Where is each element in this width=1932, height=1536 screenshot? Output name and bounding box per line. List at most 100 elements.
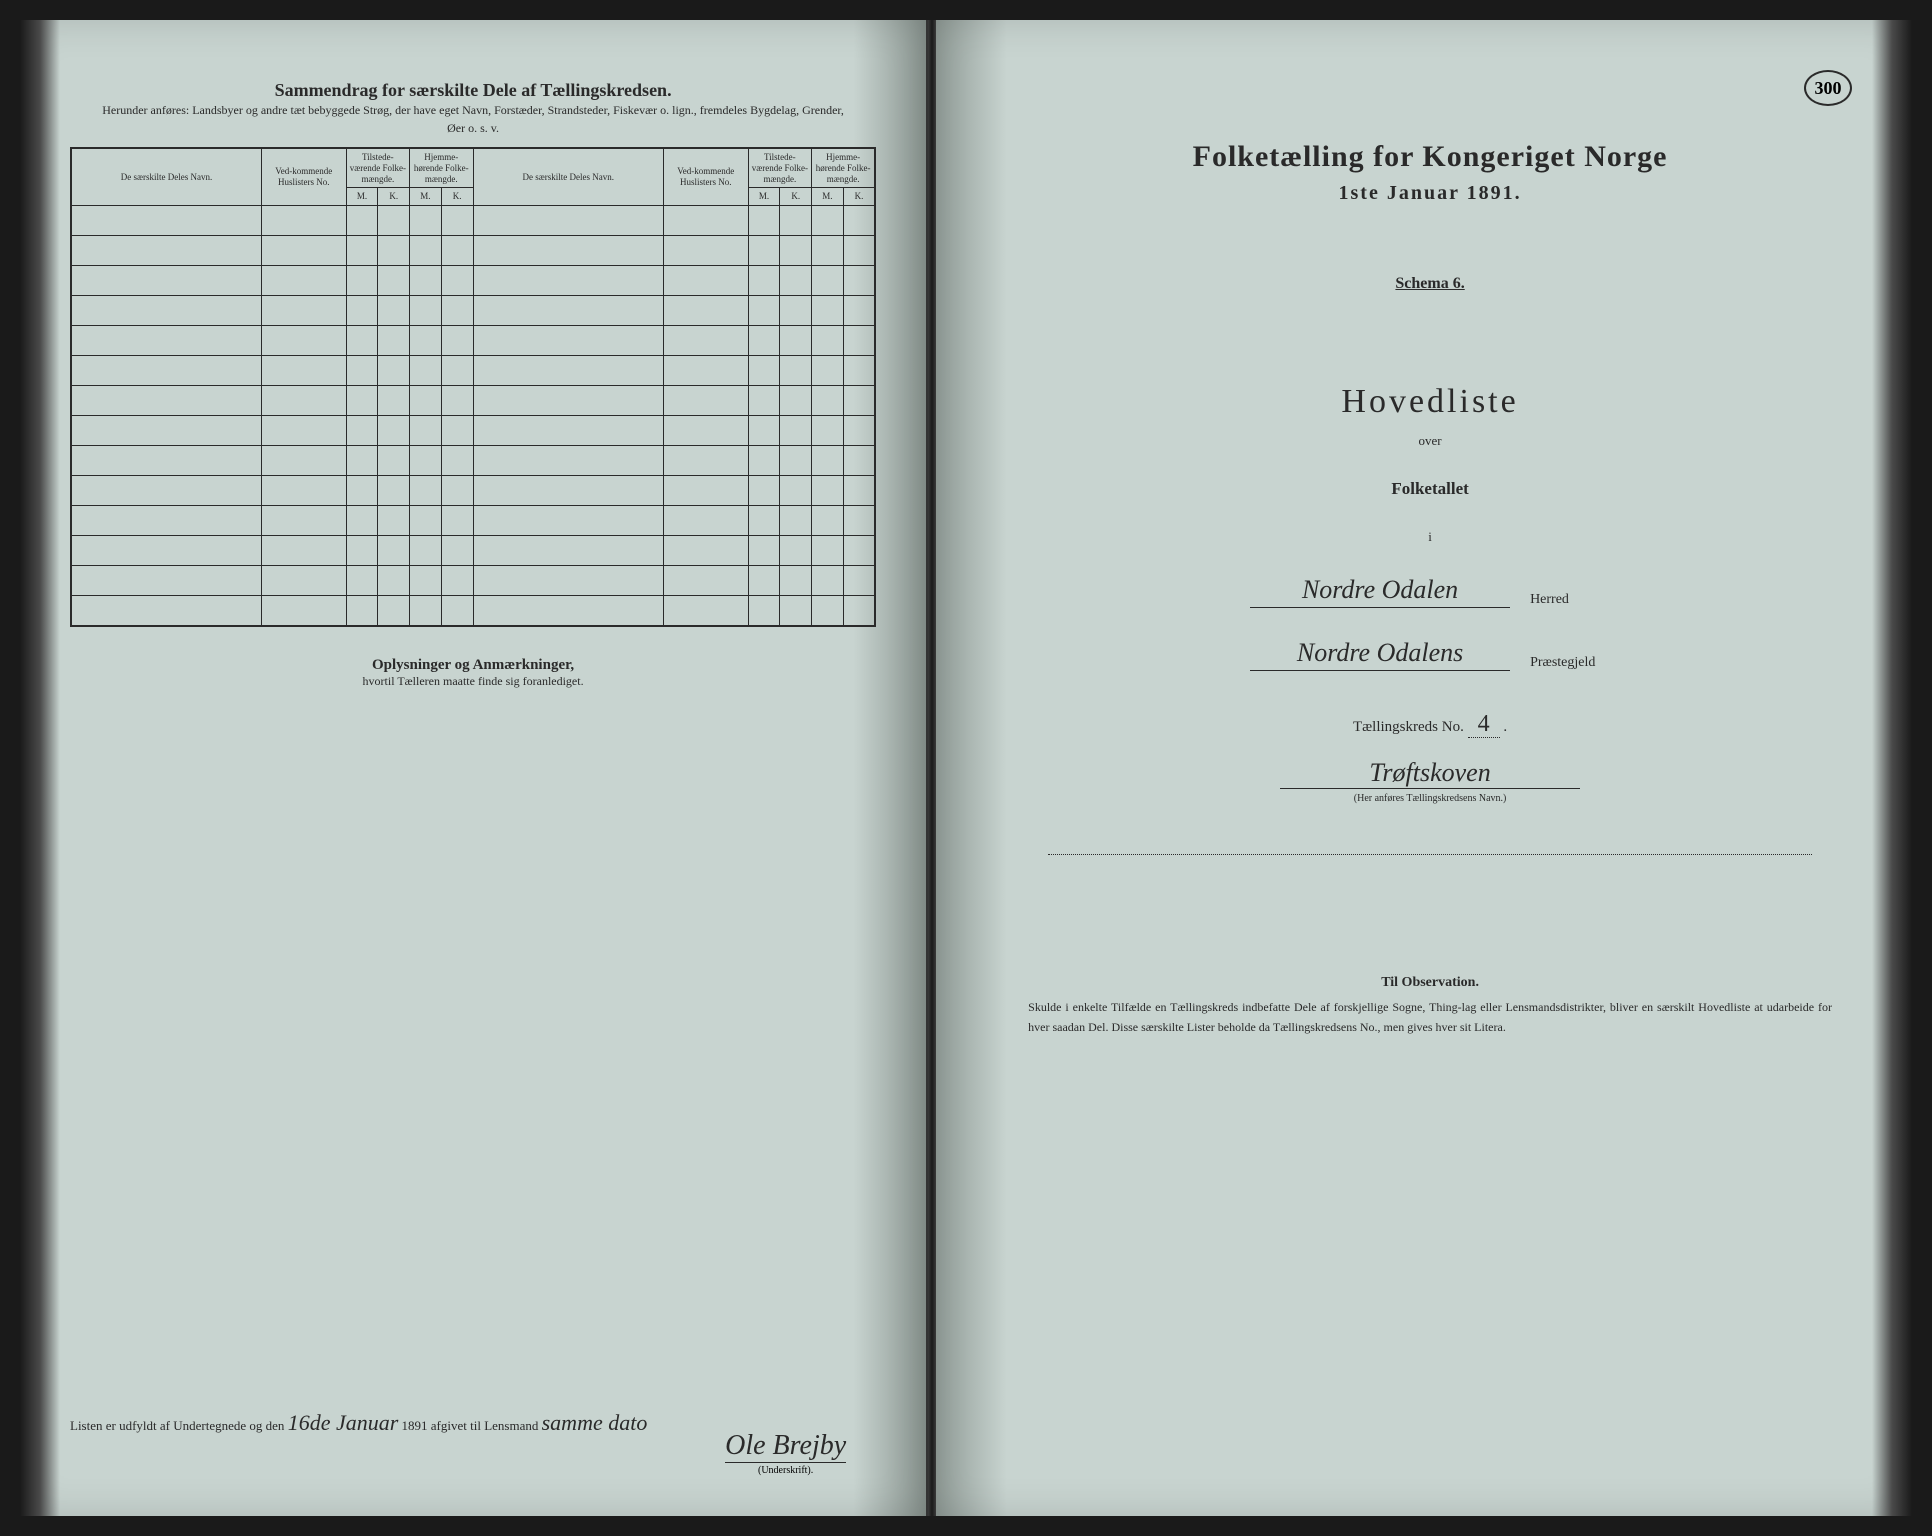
table-cell (843, 536, 875, 566)
table-cell (346, 566, 378, 596)
table-cell (812, 386, 844, 416)
table-cell (71, 296, 261, 326)
herred-label: Herred (1530, 592, 1610, 608)
table-row (71, 236, 875, 266)
table-cell (261, 206, 346, 236)
table-cell (71, 206, 261, 236)
herred-value: Nordre Odalen (1302, 575, 1458, 604)
table-cell (441, 506, 473, 536)
table-cell (410, 416, 442, 446)
table-cell (843, 416, 875, 446)
table-cell (261, 446, 346, 476)
table-cell (261, 236, 346, 266)
table-cell (410, 206, 442, 236)
table-cell (748, 326, 780, 356)
observation-section: Til Observation. Skulde i enkelte Tilfæl… (1008, 975, 1852, 1038)
table-row (71, 476, 875, 506)
praeste-label: Præstegjeld (1530, 655, 1610, 671)
table-cell (748, 416, 780, 446)
mk: K. (378, 188, 410, 206)
table-cell (663, 566, 748, 596)
table-cell (812, 476, 844, 506)
left-title: Sammendrag for særskilte Dele af Tælling… (70, 80, 876, 101)
oplys-section: Oplysninger og Anmærkninger, hvortil Tæl… (70, 657, 876, 689)
table-cell (812, 416, 844, 446)
table-cell (410, 536, 442, 566)
table-cell (748, 596, 780, 626)
table-cell (71, 566, 261, 596)
table-cell (346, 506, 378, 536)
mk: K. (780, 188, 812, 206)
herred-line: Nordre Odalen (1250, 575, 1510, 608)
table-cell (843, 596, 875, 626)
table-cell (378, 566, 410, 596)
table-cell (812, 506, 844, 536)
table-cell (441, 386, 473, 416)
table-row (71, 506, 875, 536)
table-cell (71, 236, 261, 266)
table-cell (261, 266, 346, 296)
table-row (71, 326, 875, 356)
table-cell (71, 386, 261, 416)
table-cell (346, 356, 378, 386)
table-body (71, 206, 875, 626)
table-cell (663, 476, 748, 506)
right-content: Folketælling for Kongeriget Norge 1ste J… (1008, 80, 1852, 1038)
table-cell (663, 356, 748, 386)
tk-name-row: Trøftskoven (Her anføres Tællingskredsen… (1008, 758, 1852, 804)
table-cell (473, 236, 663, 266)
table-cell (748, 536, 780, 566)
table-cell (780, 566, 812, 596)
table-cell (441, 296, 473, 326)
table-cell (473, 266, 663, 296)
table-cell (261, 536, 346, 566)
tk-number: 4 (1468, 711, 1500, 738)
table-cell (748, 236, 780, 266)
table-cell (261, 386, 346, 416)
table-cell (410, 326, 442, 356)
table-cell (473, 326, 663, 356)
mk: K. (441, 188, 473, 206)
table-cell (843, 296, 875, 326)
table-cell (346, 206, 378, 236)
table-cell (346, 446, 378, 476)
table-cell (71, 506, 261, 536)
sig-year: 1891 afgivet til Lensmand (402, 1418, 539, 1433)
table-cell (261, 296, 346, 326)
col-hjemme-1: Hjemme-hørende Folke-mængde. (410, 148, 473, 188)
table-cell (71, 596, 261, 626)
dotted-rule (1048, 854, 1812, 855)
table-cell (410, 566, 442, 596)
sig-hand2: samme dato (542, 1410, 648, 1435)
census-table: De særskilte Deles Navn. Ved-kommende Hu… (70, 147, 876, 627)
oplys-title: Oplysninger og Anmærkninger, (70, 657, 876, 674)
table-cell (843, 476, 875, 506)
table-cell (473, 356, 663, 386)
table-cell (410, 296, 442, 326)
table-row (71, 566, 875, 596)
table-cell (441, 356, 473, 386)
table-row (71, 386, 875, 416)
table-cell (663, 446, 748, 476)
table-row (71, 206, 875, 236)
table-cell (812, 326, 844, 356)
table-cell (441, 416, 473, 446)
table-cell (748, 206, 780, 236)
table-cell (812, 266, 844, 296)
over-label: over (1008, 433, 1852, 449)
table-cell (780, 206, 812, 236)
tk-hint: (Her anføres Tællingskredsens Navn.) (1008, 793, 1852, 804)
table-cell (441, 566, 473, 596)
table-row (71, 296, 875, 326)
schema-label: Schema 6. (1008, 275, 1852, 293)
table-cell (378, 506, 410, 536)
tk-label: Tællingskreds No. (1353, 719, 1464, 735)
left-subtitle: Herunder anføres: Landsbyer og andre tæt… (70, 101, 876, 137)
table-cell (261, 476, 346, 506)
table-cell (378, 476, 410, 506)
table-cell (780, 266, 812, 296)
table-cell (261, 416, 346, 446)
table-cell (346, 326, 378, 356)
table-cell (780, 416, 812, 446)
table-cell (378, 266, 410, 296)
